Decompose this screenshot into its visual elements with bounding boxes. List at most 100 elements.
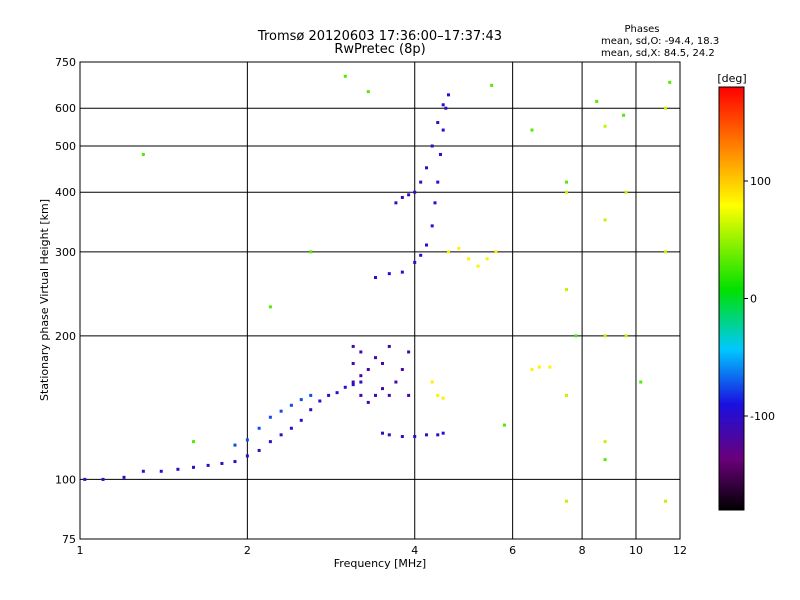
data-point: [477, 265, 480, 268]
data-point: [668, 81, 671, 84]
data-point: [233, 444, 236, 447]
data-point: [344, 75, 347, 78]
data-point: [280, 410, 283, 413]
y-tick-label: 75: [62, 533, 76, 546]
y-tick-labels: 75 100 200 300 400 500 600 750: [55, 56, 76, 546]
data-point: [258, 449, 261, 452]
data-point: [401, 196, 404, 199]
data-point: [425, 433, 428, 436]
x-tick-label: 8: [579, 544, 586, 557]
data-point: [142, 153, 145, 156]
y-tick-label: 600: [55, 102, 76, 115]
data-point: [309, 394, 312, 397]
grid-lines: [80, 62, 680, 539]
data-point: [538, 366, 541, 369]
x-tick-label: 4: [411, 544, 418, 557]
data-point: [407, 394, 410, 397]
data-point: [604, 125, 607, 128]
data-point: [359, 374, 362, 377]
data-point: [425, 166, 428, 169]
x-tick-label: 2: [244, 544, 251, 557]
data-point: [381, 362, 384, 365]
data-point: [309, 408, 312, 411]
data-point: [359, 394, 362, 397]
y-tick-label: 500: [55, 140, 76, 153]
data-point: [639, 381, 642, 384]
data-point: [625, 191, 628, 194]
y-tick-label: 200: [55, 330, 76, 343]
data-point: [604, 440, 607, 443]
data-point: [425, 244, 428, 247]
data-point: [431, 224, 434, 227]
colorbar-tick-label: 100: [750, 175, 771, 188]
data-point: [246, 438, 249, 441]
data-point: [290, 404, 293, 407]
data-point: [300, 419, 303, 422]
data-point: [359, 381, 362, 384]
data-point: [352, 381, 355, 384]
data-point: [233, 460, 236, 463]
phases-o-stats: mean, sd,O: -94.4, 18.3: [601, 36, 719, 47]
data-point: [407, 193, 410, 196]
data-point: [664, 500, 667, 503]
data-point: [246, 454, 249, 457]
data-point: [388, 433, 391, 436]
data-point: [344, 386, 347, 389]
data-point: [503, 424, 506, 427]
colorbar-label: [deg]: [717, 72, 746, 85]
phases-title: Phases: [624, 24, 659, 35]
x-tick-label: 12: [673, 544, 687, 557]
data-point: [565, 181, 568, 184]
colorbar: [719, 87, 744, 510]
colorbar-tick-label: 0: [750, 293, 757, 306]
data-point: [431, 381, 434, 384]
data-point: [604, 458, 607, 461]
data-point: [530, 129, 533, 132]
data-point: [442, 103, 445, 106]
data-point: [336, 391, 339, 394]
data-point: [401, 435, 404, 438]
data-point: [467, 257, 470, 260]
data-point: [381, 432, 384, 435]
data-point: [367, 401, 370, 404]
data-point: [290, 427, 293, 430]
data-point: [102, 478, 105, 481]
data-point: [604, 334, 607, 337]
data-point: [207, 464, 210, 467]
data-point: [595, 100, 598, 103]
colorbar-ticks: 100 0 -100: [744, 175, 775, 423]
data-point: [123, 476, 126, 479]
data-point: [401, 368, 404, 371]
y-tick-label: 300: [55, 246, 76, 259]
x-tick-label: 6: [509, 544, 516, 557]
data-point: [442, 129, 445, 132]
y-axis-label: Stationary phase Virtual Height [km]: [38, 199, 51, 401]
data-point: [359, 350, 362, 353]
phases-x-stats: mean, sd,X: 84.5, 24.2: [601, 48, 715, 59]
data-point: [280, 433, 283, 436]
data-point: [83, 478, 86, 481]
data-point: [318, 400, 321, 403]
data-point: [436, 181, 439, 184]
data-point: [381, 387, 384, 390]
data-point: [447, 93, 450, 96]
data-point: [374, 394, 377, 397]
data-point: [352, 383, 355, 386]
data-point: [352, 345, 355, 348]
data-points: [83, 75, 671, 503]
data-point: [604, 218, 607, 221]
data-point: [433, 201, 436, 204]
colorbar-tick-label: -100: [750, 410, 775, 423]
x-tick-label: 1: [77, 544, 84, 557]
data-point: [388, 345, 391, 348]
data-point: [413, 435, 416, 438]
data-point: [367, 90, 370, 93]
data-point: [664, 250, 667, 253]
x-tick-label: 10: [629, 544, 643, 557]
data-point: [352, 362, 355, 365]
data-point: [388, 272, 391, 275]
data-point: [447, 250, 450, 253]
data-point: [407, 350, 410, 353]
data-point: [401, 271, 404, 274]
